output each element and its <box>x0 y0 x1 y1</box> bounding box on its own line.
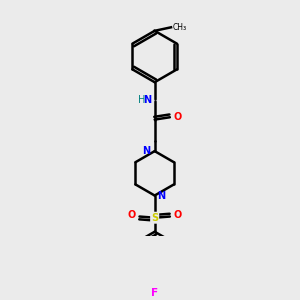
Text: F: F <box>151 288 158 298</box>
Text: S: S <box>151 213 158 223</box>
Text: O: O <box>128 210 136 220</box>
Text: O: O <box>173 112 181 122</box>
Text: N: N <box>142 146 150 156</box>
Text: N: N <box>157 190 165 200</box>
Text: H: H <box>138 95 145 105</box>
Text: CH₃: CH₃ <box>172 23 186 32</box>
Text: N: N <box>143 95 151 105</box>
Text: O: O <box>173 210 181 220</box>
